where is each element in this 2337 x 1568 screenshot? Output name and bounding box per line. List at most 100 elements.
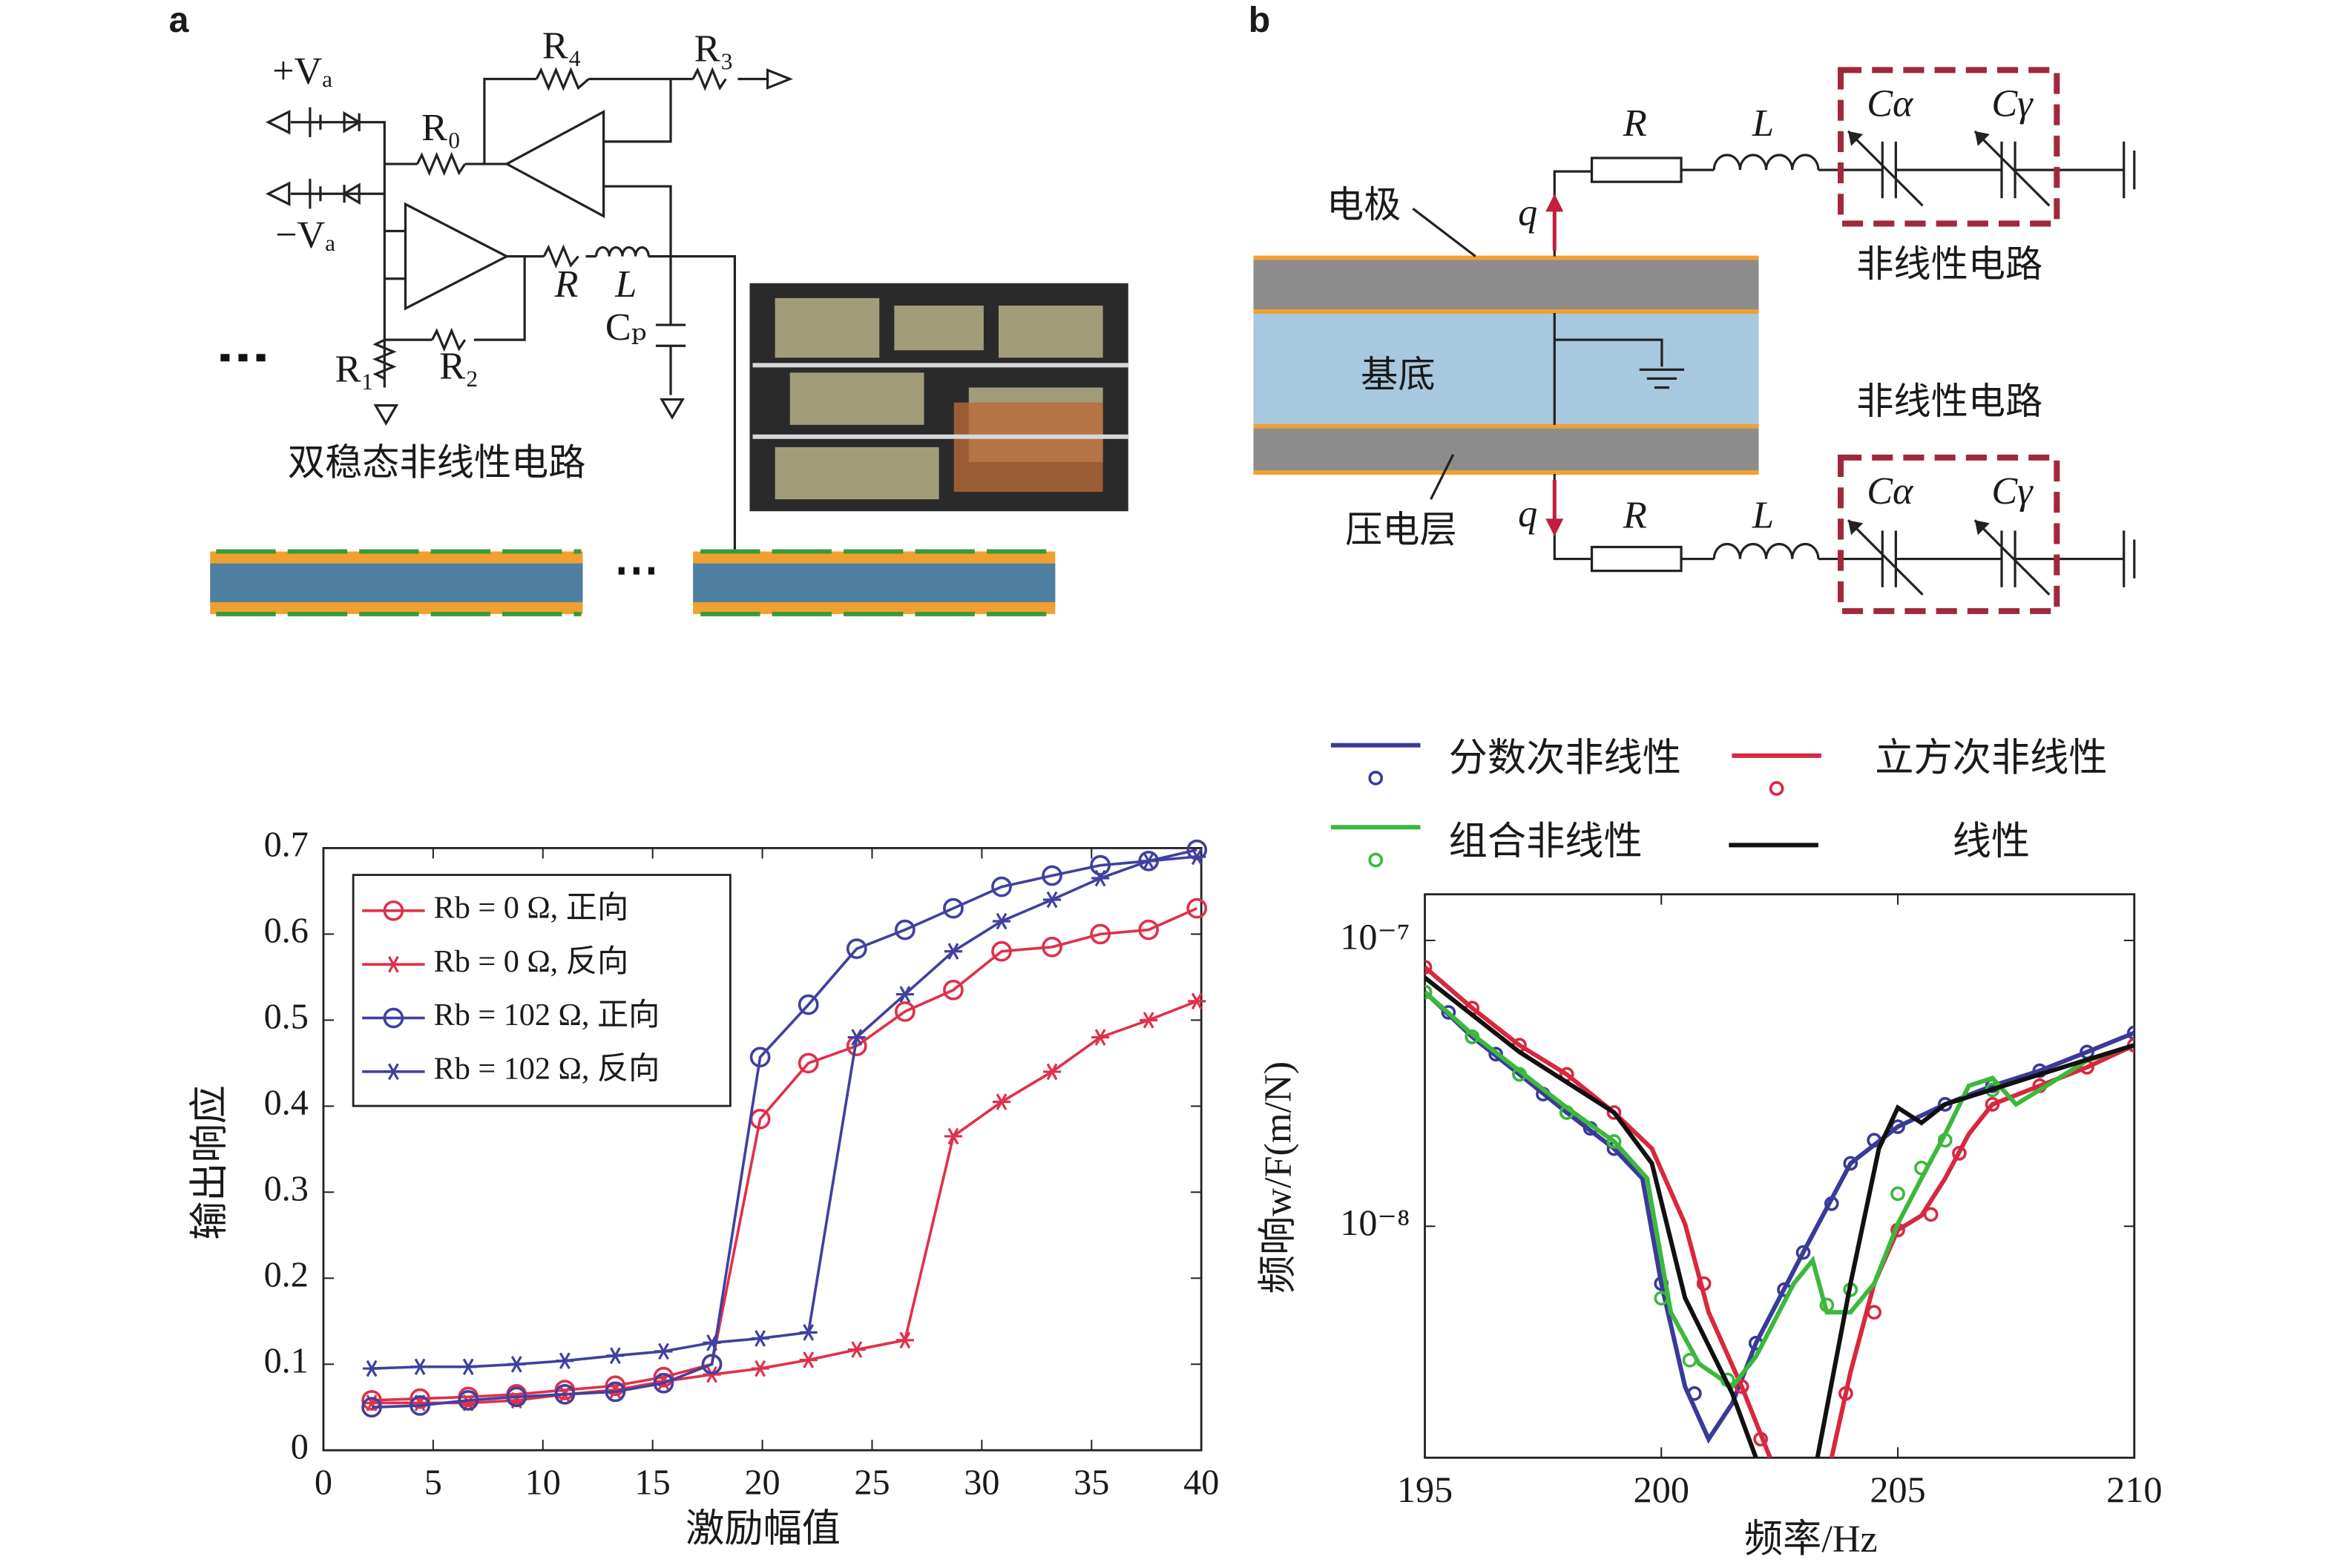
x-tick-label: 20 [744,1463,780,1503]
x-tick-label: 5 [424,1463,442,1503]
x-tick-label: 0 [315,1463,332,1503]
x-axis-label: 频率/Hz [1744,1518,1878,1561]
marker [943,897,964,919]
marker [2126,1025,2134,1041]
marker [895,986,914,1003]
legend-label: 立方次非线性 [1875,737,2107,780]
circuit-a [210,67,1128,616]
marker [459,1358,478,1376]
x-tick-label: 195 [1397,1469,1453,1510]
marker [703,1334,721,1351]
marker [1559,1105,1574,1120]
marker [944,1127,962,1145]
marker [798,994,819,1015]
panel-label: a [169,0,190,40]
marker [605,1381,626,1403]
y-tick-label: 0.1 [264,1341,309,1380]
marker [944,943,962,960]
marker [1368,771,1384,785]
marker [798,1053,819,1074]
marker [1090,923,1111,945]
circuit-label: +Vₐ [272,49,332,92]
plot-frame [1424,893,2136,1459]
marker [894,919,916,941]
marker [894,1001,916,1022]
resistor [372,67,727,380]
op-amp [504,110,605,219]
source [309,107,362,209]
legend-label: 线性 [1953,820,2030,863]
circuit-label: −Vₐ [275,214,335,257]
circuit-label: Cₚ [605,306,647,349]
circuit-label: q [1518,492,1537,535]
marker [458,1390,479,1411]
marker [506,1386,527,1408]
marker [991,941,1012,962]
marker [554,1383,576,1405]
marker [1091,869,1110,887]
marker [1838,1386,1853,1401]
wire [290,77,768,556]
circuit-label: 非线性电路 [1856,243,2042,285]
marker [1140,852,1158,870]
marker [1512,1067,1527,1082]
circuit-label: R₂ [439,344,479,387]
circuit-label: Cα [1867,82,1914,125]
marker [1824,1196,1839,1211]
series-line [1424,990,2134,1444]
marker [1985,1097,2000,1112]
caption: 双稳态非线性电路 [288,442,586,484]
inductor [1712,154,1820,559]
marker [1795,1245,1811,1260]
marker [1843,1156,1858,1171]
marker [847,1341,866,1358]
photo-rail [752,363,1128,439]
marker [943,979,964,1001]
inductor [594,246,650,257]
marker [361,1397,382,1418]
y-tick-label: 0 [291,1427,309,1466]
circuit-label: 电极 [1327,184,1401,225]
x-tick-label: 40 [1183,1463,1219,1503]
marker [1188,848,1206,866]
marker [1606,1134,1622,1149]
marker [1465,1030,1480,1044]
ellipsis [220,354,654,575]
marker [1867,1133,1882,1148]
y-axis-label: 输出响应 [188,1085,231,1240]
dashed-box [1838,67,2060,227]
marker [1091,1029,1110,1046]
terminal [266,68,794,426]
marker [1042,936,1062,958]
marker [1424,960,1433,975]
marker [749,1047,771,1068]
legend-label: Rb = 102 Ω, 反向 [434,1052,660,1087]
resistor [1590,545,1683,573]
marker [1368,852,1384,868]
circuit-b [1253,67,2136,614]
y-tick-label: 0.5 [264,997,309,1036]
circuit-label: R₄ [542,24,582,67]
resistor [1590,157,1683,183]
circuit-label: L [614,263,637,306]
beam [210,549,1056,616]
marker [1734,1379,1749,1394]
marker [410,1388,430,1409]
marker [653,1372,674,1394]
marker [1687,1386,1702,1401]
x-tick-label: 200 [1634,1469,1689,1510]
circuit-label: R [1623,102,1647,145]
x-tick-label: 210 [2106,1469,2162,1510]
marker [751,1330,769,1347]
legend-label: 分数次非线性 [1449,737,1681,780]
marker [1769,781,1784,796]
marker [653,1366,674,1388]
circuit-label: L [1752,102,1774,145]
marker [1042,891,1062,909]
legend-label: Rb = 0 Ω, 反向 [434,944,629,979]
y-tick-label: 0.3 [264,1169,309,1208]
marker [1890,1119,1905,1134]
dashed-box [1838,454,2060,614]
marker [751,1360,769,1377]
legend-label: Rb = 102 Ω, 正向 [434,998,660,1032]
